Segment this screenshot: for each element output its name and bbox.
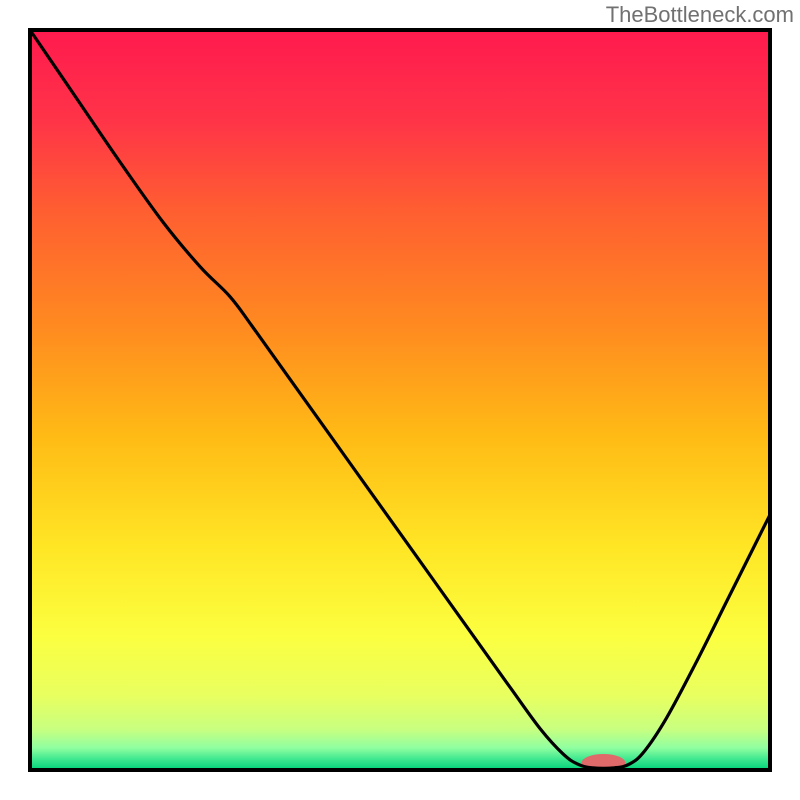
- watermark-text: TheBottleneck.com: [606, 2, 794, 28]
- chart-container: { "watermark": "TheBottleneck.com", "cha…: [0, 0, 800, 800]
- bottleneck-chart: [0, 0, 800, 800]
- gradient-background: [30, 30, 770, 770]
